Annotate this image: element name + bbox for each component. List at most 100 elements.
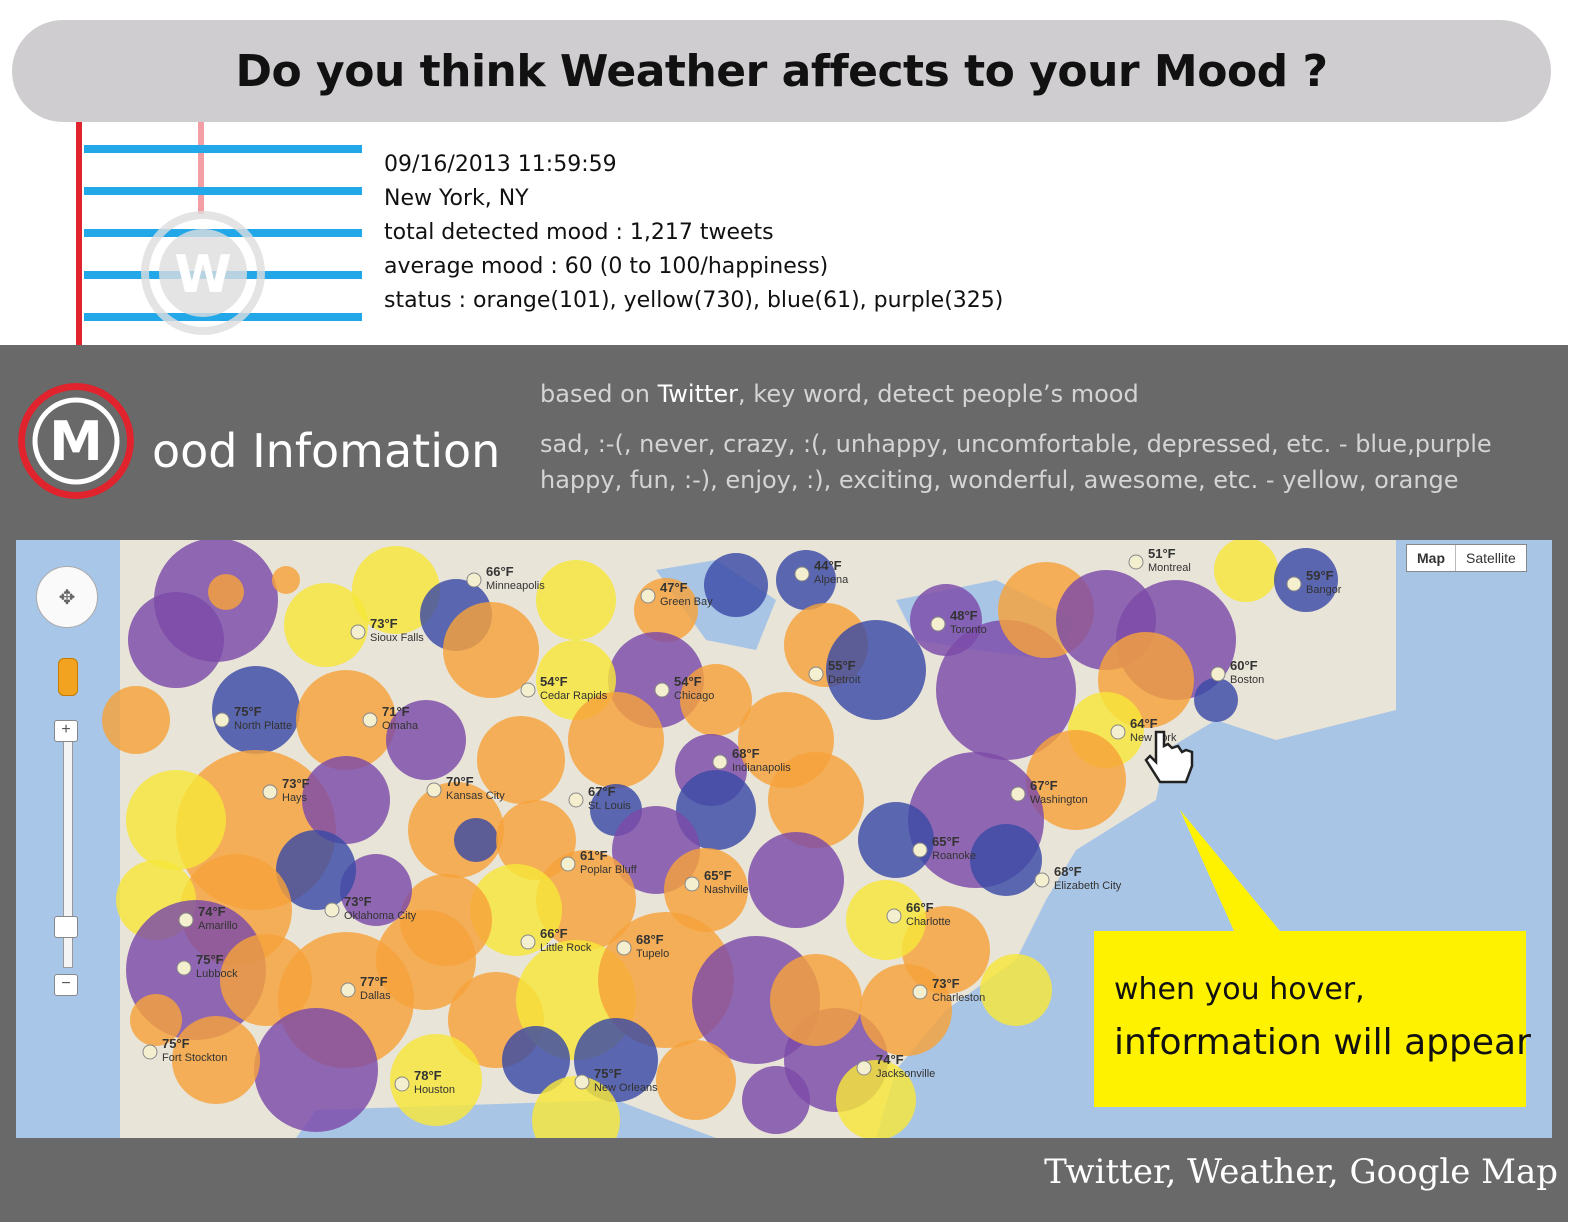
- stripe: [84, 145, 362, 153]
- city-temp: 55°F: [828, 658, 856, 673]
- city-temp: 48°F: [950, 608, 978, 623]
- mood-bubble-blue: [276, 830, 356, 910]
- stripe: [84, 313, 362, 321]
- weather-icon: [684, 876, 700, 892]
- city-name: Charleston: [932, 992, 985, 1004]
- pan-arrows-icon: ✥: [58, 586, 76, 609]
- description-prefix: based on: [540, 380, 658, 408]
- mood-bubble-purple: [128, 592, 224, 688]
- mood-bubble-orange: [102, 686, 170, 754]
- connector-line-faded: [198, 122, 204, 214]
- city-temp: 66°F: [906, 900, 934, 915]
- mood-bubble-yellow: [532, 1076, 620, 1138]
- city-temp: 74°F: [198, 904, 226, 919]
- weather-icon: [1128, 554, 1144, 570]
- mood-bubble-blue: [676, 770, 756, 850]
- city-temp: 65°F: [932, 834, 960, 849]
- city-name: Lubbock: [196, 968, 238, 980]
- weather-icon: [520, 682, 536, 698]
- mood-bubble-orange: [376, 910, 476, 1010]
- mood-bubble-yellow: [836, 1060, 916, 1138]
- mood-bubble-purple: [742, 1066, 810, 1134]
- zoom-out-button[interactable]: −: [54, 974, 78, 996]
- city-temp: 67°F: [588, 784, 616, 799]
- weather-icon: [654, 682, 670, 698]
- city-temp: 73°F: [344, 894, 372, 909]
- weather-icon: [362, 712, 378, 728]
- city-name: New Orleans: [594, 1082, 658, 1094]
- city-name: Indianapolis: [732, 762, 791, 774]
- zoom-in-button[interactable]: +: [54, 720, 78, 742]
- city-temp: 73°F: [282, 776, 310, 791]
- zoom-handle[interactable]: [54, 916, 78, 938]
- mood-bubble-blue: [502, 1026, 570, 1094]
- location-text: New York, NY: [384, 186, 529, 211]
- city-name: Chicago: [674, 690, 714, 702]
- city-name: Montreal: [1148, 562, 1191, 574]
- city-name: Nashville: [704, 884, 749, 896]
- city-name: Poplar Bluff: [580, 864, 638, 876]
- city-name: St. Louis: [588, 800, 631, 812]
- city-temp: 60°F: [1230, 658, 1258, 673]
- weather-icon: [912, 984, 928, 1000]
- status-text: status : orange(101), yellow(730), blue(…: [384, 288, 1004, 313]
- weather-icon: [794, 566, 810, 582]
- city-name: Washington: [1030, 794, 1088, 806]
- street-view-pegman-icon[interactable]: [58, 658, 78, 696]
- connector-line: [76, 122, 82, 384]
- svg-text:W: W: [174, 245, 231, 305]
- weather-icon: [1210, 666, 1226, 682]
- city-temp: 74°F: [876, 1052, 904, 1067]
- city-weather-label[interactable]: 67°FSt. Louis: [568, 784, 631, 812]
- map-type-map[interactable]: Map: [1407, 545, 1456, 571]
- weather-icon: [616, 940, 632, 956]
- mood-map[interactable]: 66°F Minneapolis 47°F Green Bay 44°F Alpena 51…: [16, 540, 1552, 1138]
- city-temp: 68°F: [732, 746, 760, 761]
- weather-icon: [930, 616, 946, 632]
- mood-bubble-blue: [858, 802, 934, 878]
- mood-bubble-orange: [272, 566, 300, 594]
- city-name: Alpena: [814, 574, 849, 586]
- map-type-satellite[interactable]: Satellite: [1466, 550, 1516, 566]
- city-temp: 75°F: [162, 1036, 190, 1051]
- mood-bubble-blue: [826, 620, 926, 720]
- datetime-text: 09/16/2013 11:59:59: [384, 152, 617, 177]
- city-name: North Platte: [234, 720, 292, 732]
- pan-control[interactable]: ✥: [36, 566, 98, 628]
- city-name: Detroit: [828, 674, 860, 686]
